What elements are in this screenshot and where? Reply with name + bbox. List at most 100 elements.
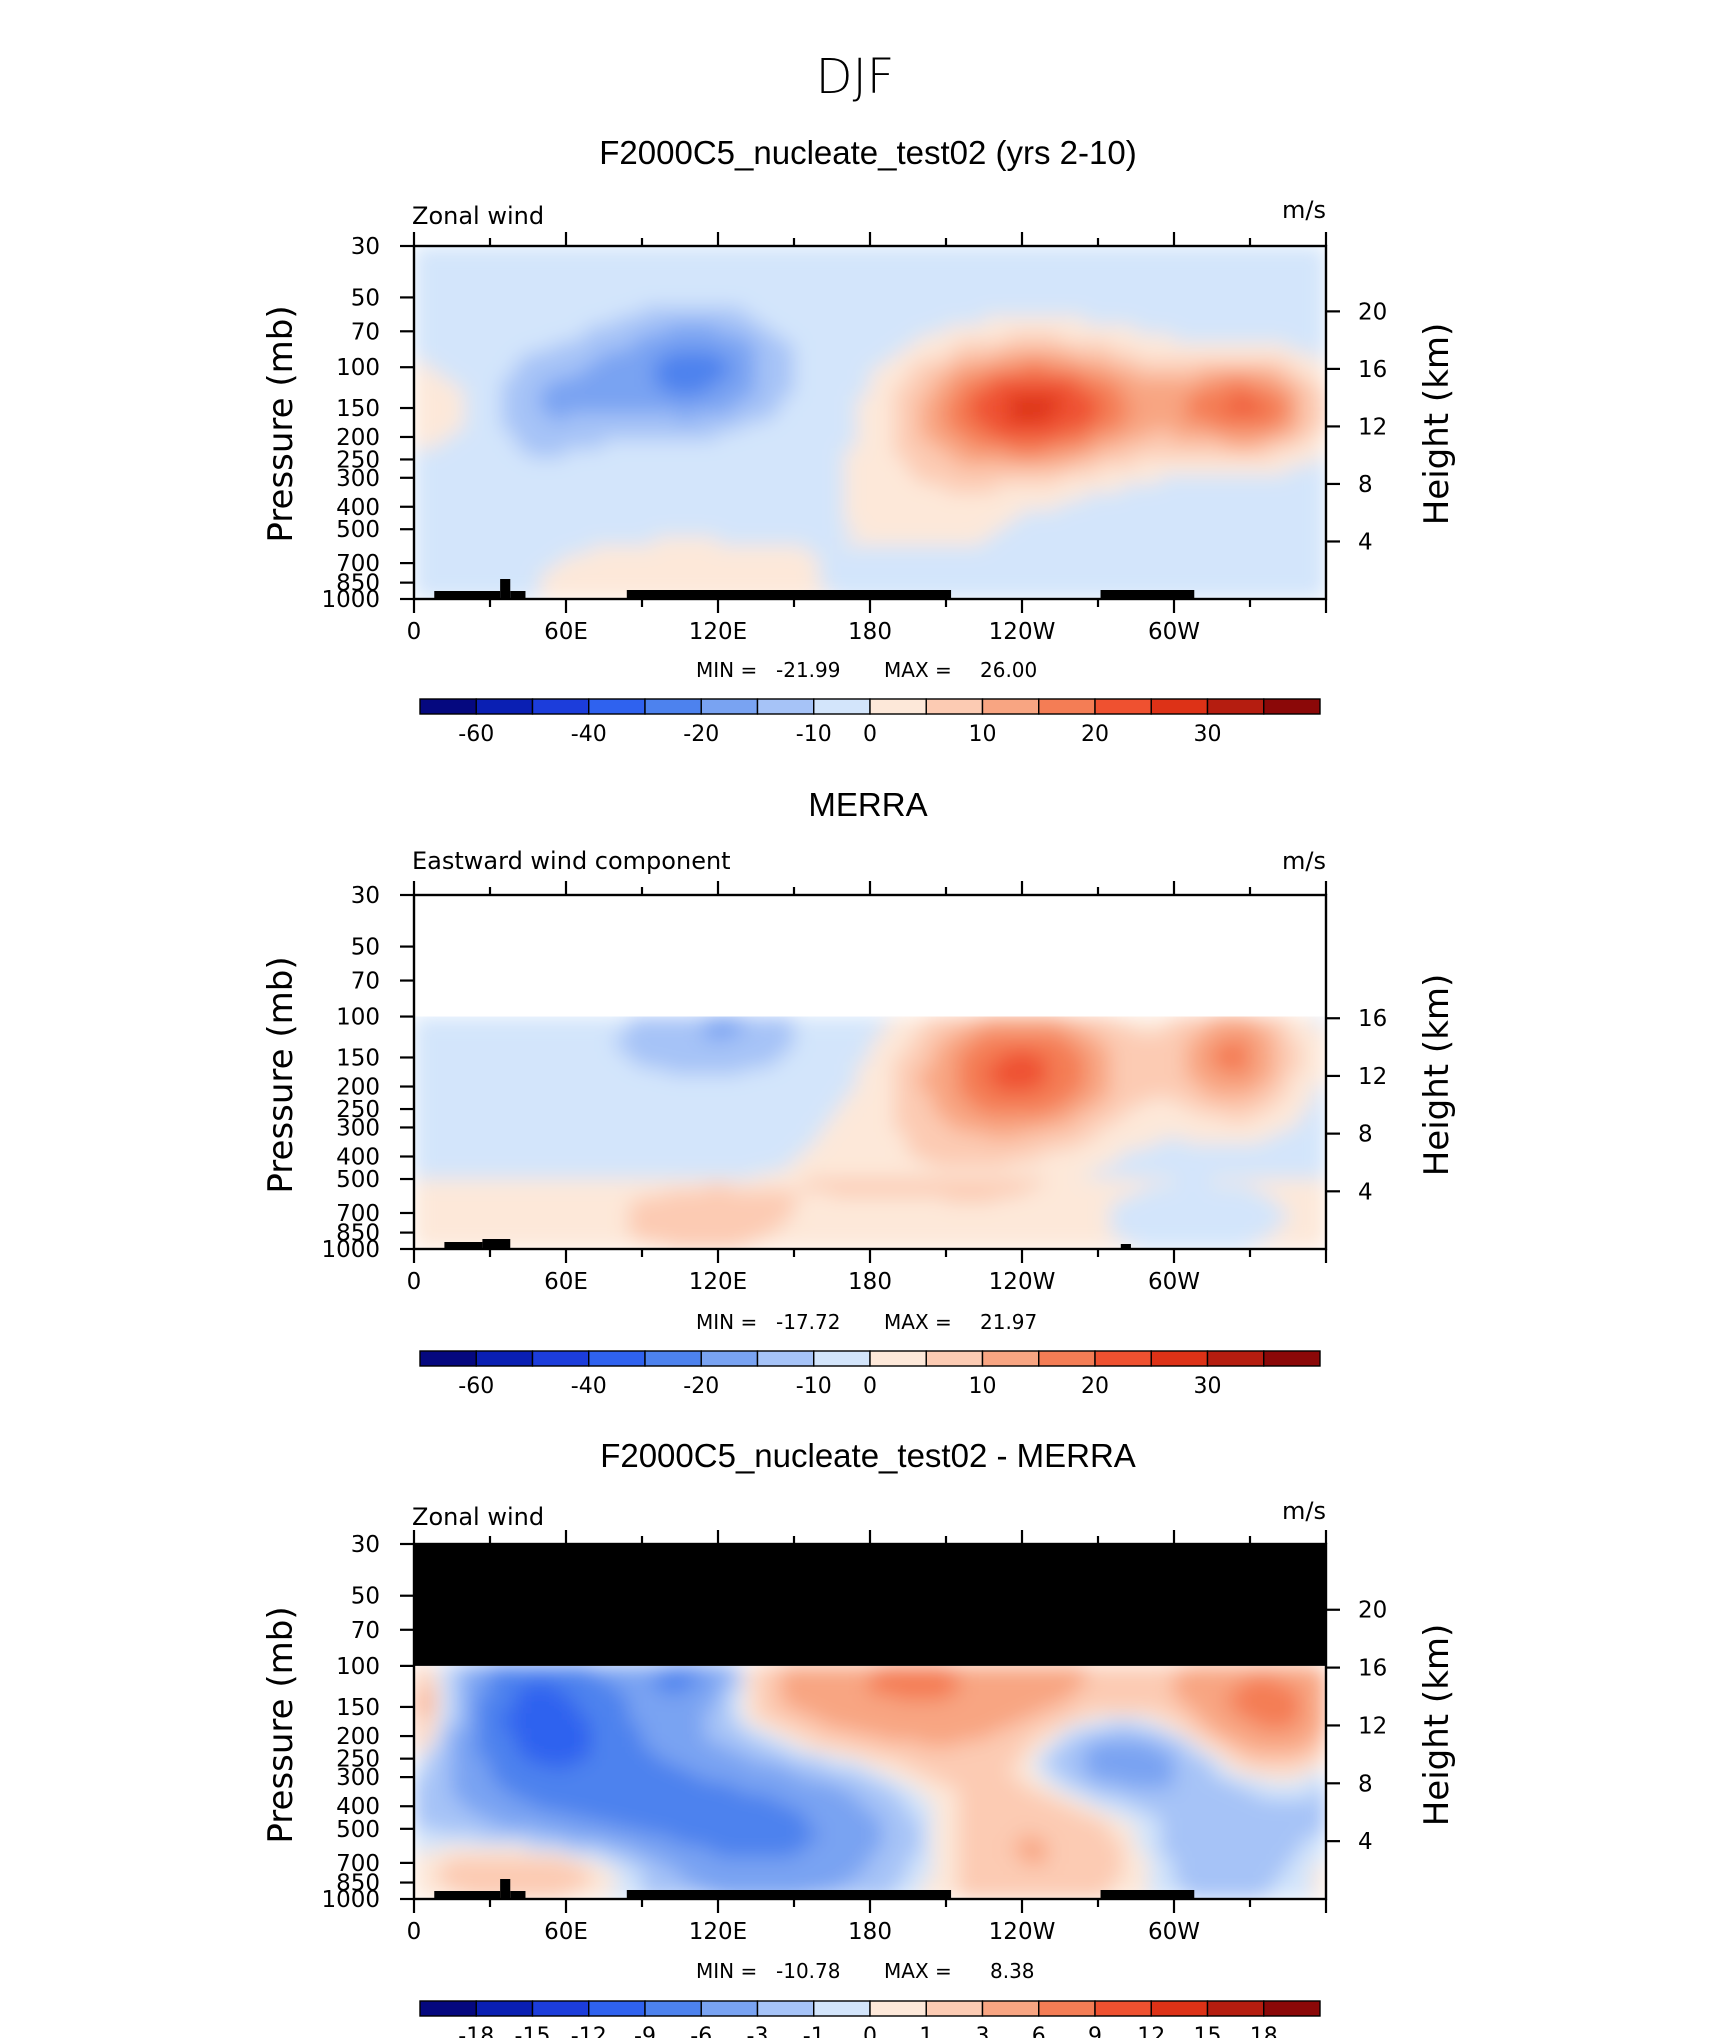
panel-3-ytick-label: 150 <box>336 1695 380 1721</box>
panel-2: MERRA Eastward wind component m/s 0 60E 12… <box>261 786 1457 1399</box>
panel-1-ytick-right-label: 4 <box>1358 529 1373 555</box>
panel-2-min-value: -17.72 <box>776 1310 840 1334</box>
panel-1-terrain <box>1100 590 1195 599</box>
panel-3-colorbar-label: 18 <box>1250 2024 1278 2038</box>
panel-3-colorbar-label: -3 <box>747 2024 769 2038</box>
panel-2-colorbar-label: -60 <box>458 1374 494 1399</box>
panel-3-ytick-label: 250 <box>336 1747 380 1773</box>
panel-2-title: MERRA <box>808 786 927 823</box>
panel-3-ytick-label: 70 <box>351 1618 380 1644</box>
panel-1-ytick-right-label: 12 <box>1358 414 1387 440</box>
panel-1-colorbar: -60 -40 -20 -10 0 10 20 30 <box>419 698 1321 747</box>
panel-1: F2000C5_nucleate_test02 (yrs 2-10) Zonal… <box>261 134 1457 747</box>
panel-3-ytick-label: 30 <box>351 1532 380 1558</box>
panel-2-colorbar-box <box>869 1350 927 1367</box>
panel-2-field <box>414 1016 1326 1250</box>
panel-2-ytick-label: 150 <box>336 1045 380 1071</box>
panel-1-colorbar-box <box>756 698 815 715</box>
panel-3-terrain <box>510 1891 526 1899</box>
panel-2-xtick-label: 60W <box>1148 1269 1200 1295</box>
panel-3-ytick-label: 400 <box>336 1794 380 1820</box>
panel-1-ytick-right-label: 20 <box>1358 299 1387 325</box>
panel-1-colorbar-box <box>1150 698 1209 715</box>
panel-3-colorbar-label: -9 <box>634 2024 656 2038</box>
panel-2-colorbar-label: 20 <box>1081 1374 1109 1399</box>
panel-3-colorbar-label: 6 <box>1032 2024 1046 2038</box>
panel-3-ytick-label: 300 <box>336 1765 380 1791</box>
panel-1-terrain <box>510 591 526 599</box>
panel-1-colorbar-box <box>531 698 590 715</box>
panel-3-colorbar-box <box>1263 2000 1321 2017</box>
panel-1-ytick-label: 70 <box>351 319 380 345</box>
panel-3-terrain <box>626 1890 952 1899</box>
panel-1-xtick-label: 120E <box>689 619 747 645</box>
panel-2-colorbar-box <box>700 1350 759 1367</box>
panel-2-xtick-label: 60E <box>544 1269 588 1295</box>
panel-2-terrain <box>482 1239 511 1249</box>
panel-1-ylabel-right: Height (km) <box>1417 323 1457 526</box>
panel-1-terrain <box>626 590 952 599</box>
panel-2-xtick-label: 120E <box>689 1269 747 1295</box>
panel-2-colorbar-label: -10 <box>796 1374 832 1399</box>
panel-1-colorbar-label: -40 <box>571 722 607 747</box>
panel-1-terrain <box>500 579 511 599</box>
panel-3-ytick-label: 50 <box>351 1584 380 1610</box>
panel-1-ytick-label: 50 <box>351 285 380 311</box>
panel-1-field <box>414 246 1326 599</box>
panel-3-ytick-label: 850 <box>336 1871 380 1897</box>
panel-3-ytick-right-label: 16 <box>1358 1656 1387 1682</box>
panel-2-ytick-label: 500 <box>336 1167 380 1193</box>
panel-1-ytick-label: 400 <box>336 495 380 521</box>
panel-1-colorbar-label: -10 <box>796 722 832 747</box>
panel-2-colorbar-label: -20 <box>683 1374 719 1399</box>
panel-1-variable: Zonal wind <box>412 202 544 230</box>
panel-2-ytick-label: 400 <box>336 1144 380 1170</box>
panel-3-colorbar-label: -18 <box>458 2024 494 2038</box>
panel-2-colorbar-box <box>1206 1350 1265 1367</box>
panel-3-colorbar-label: -1 <box>803 2024 825 2038</box>
panel-3-colorbar-box <box>756 2000 815 2017</box>
panel-1-colorbar-label: -20 <box>683 722 719 747</box>
panel-2-xtick-label: 180 <box>848 1269 892 1295</box>
panel-1-max-value: 26.00 <box>980 658 1037 682</box>
panel-1-units: m/s <box>1282 196 1326 224</box>
panel-2-colorbar-box <box>1150 1350 1209 1367</box>
panel-1-xtick-label: 0 <box>407 619 422 645</box>
panel-1-ytick-label: 850 <box>336 571 380 597</box>
panel-3-ytick-label: 200 <box>336 1724 380 1750</box>
panel-2-colorbar-box <box>1263 1350 1321 1367</box>
panel-2-ytick-label: 300 <box>336 1115 380 1141</box>
panel-1-ytick-label: 500 <box>336 517 380 543</box>
panel-2-xtick-label: 0 <box>407 1269 422 1295</box>
panel-2-colorbar-box <box>1038 1350 1096 1367</box>
panel-3-field <box>414 1665 1326 1900</box>
panel-1-colorbar-box <box>813 698 871 715</box>
panel-3-colorbar-box <box>1038 2000 1096 2017</box>
panel-3-xtick-label: 60W <box>1148 1919 1200 1945</box>
panel-2-ytick-label: 200 <box>336 1075 380 1101</box>
panel-3-ylabel: Pressure (mb) <box>261 1606 301 1843</box>
panel-1-colorbar-box <box>588 698 646 715</box>
panel-3-xtick-label: 120W <box>989 1919 1056 1945</box>
panel-3-ytick-label: 1000 <box>321 1887 380 1913</box>
panel-3-colorbar-label: 9 <box>1088 2024 1102 2038</box>
panel-3-colorbar-label: 0 <box>863 2024 877 2038</box>
panel-2-ytick-label: 850 <box>336 1221 380 1247</box>
panel-2-colorbar-label: 30 <box>1194 1374 1222 1399</box>
panel-2-ylabel: Pressure (mb) <box>261 956 301 1193</box>
panel-2-ytick-label: 250 <box>336 1097 380 1123</box>
panel-3-colorbar-label: 3 <box>976 2024 990 2038</box>
panel-3-colorbar-box <box>1094 2000 1152 2017</box>
panel-1-colorbar-label: 0 <box>863 722 877 747</box>
panel-1-colorbar-box <box>700 698 759 715</box>
panel-2-colorbar-box <box>531 1350 590 1367</box>
panel-2-colorbar-box <box>981 1350 1040 1367</box>
panel-3-colorbar: -18 -15 -12 -9 -6 -3 -1 0 1 3 6 9 12 15 18 <box>419 2000 1321 2038</box>
panel-1-ytick-label: 150 <box>336 396 380 422</box>
panel-1-xtick-label: 60E <box>544 619 588 645</box>
panel-3-colorbar-box <box>475 2000 534 2017</box>
